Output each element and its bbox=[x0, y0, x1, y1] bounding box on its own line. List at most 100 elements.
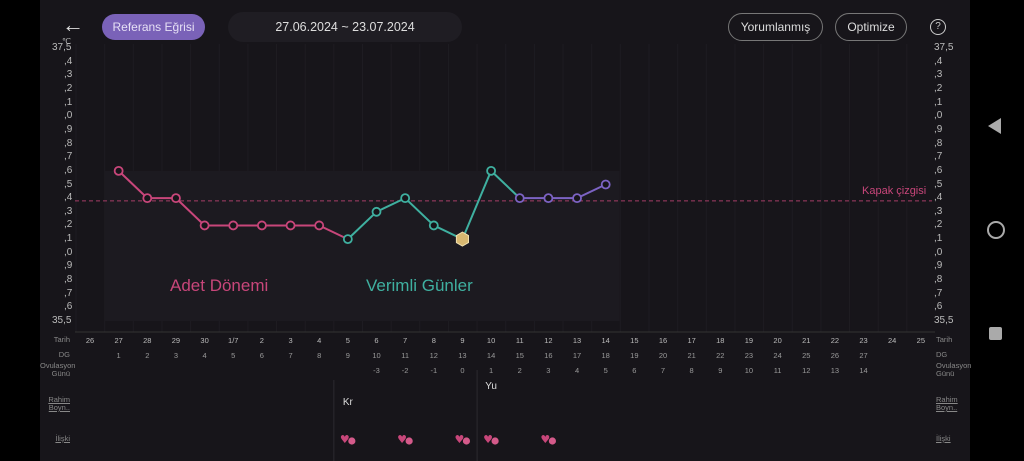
data-point bbox=[228, 220, 239, 231]
data-point bbox=[600, 179, 611, 190]
cycle-day-cell: 2 bbox=[145, 351, 150, 360]
y-tick-label-left: ,6 bbox=[64, 301, 73, 313]
cycle-day-cell: 20 bbox=[658, 351, 668, 360]
date-cell[interactable]: 6 bbox=[374, 336, 379, 345]
bbt-chart[interactable]: ℃ ♥ ♥ ♥ ♥ ♥ 37,5 37,5,4,4,3,3,2,2,1,1,0,0,9,9,8… bbox=[0, 0, 971, 461]
row-label-cycle_day: DG bbox=[58, 350, 70, 359]
date-cell[interactable]: 12 bbox=[544, 336, 553, 345]
date-cell[interactable]: 21 bbox=[802, 336, 811, 345]
y-tick-label-left: ,2 bbox=[64, 219, 73, 231]
y-tick-label-right: ,6 bbox=[934, 301, 943, 313]
hearts-icon: ♥ bbox=[454, 433, 464, 446]
date-cell[interactable]: 19 bbox=[744, 336, 754, 345]
date-cell[interactable]: 10 bbox=[486, 336, 496, 345]
date-cell[interactable]: 11 bbox=[515, 336, 524, 345]
cycle-day-cell: 27 bbox=[859, 351, 868, 360]
y-tick-label-right: ,1 bbox=[934, 233, 943, 245]
y-tick-label-right: ,9 bbox=[934, 260, 943, 272]
data-point bbox=[486, 165, 497, 176]
row-label-intercourse[interactable]: İlişki bbox=[55, 434, 70, 443]
date-cell[interactable]: 28 bbox=[143, 336, 152, 345]
y-tick-label-right: ,8 bbox=[934, 274, 943, 286]
nav-recents-icon[interactable] bbox=[989, 327, 1002, 340]
date-cell[interactable]: 4 bbox=[317, 336, 322, 345]
date-cell[interactable]: 18 bbox=[716, 336, 725, 345]
cycle-day-cell: 26 bbox=[830, 351, 840, 360]
y-tick-label-right: ,6 bbox=[934, 164, 943, 176]
y-tick-label-right: 35,5 bbox=[934, 315, 954, 326]
back-arrow-icon[interactable]: ← bbox=[62, 12, 84, 37]
y-tick-label-right: ,0 bbox=[934, 246, 943, 258]
ovulation-day-cell: 9 bbox=[718, 366, 723, 375]
ovulation-day-cell: 11 bbox=[773, 366, 782, 375]
data-point bbox=[371, 206, 382, 217]
date-cell[interactable]: 26 bbox=[85, 336, 95, 345]
cycle-day-cell: 11 bbox=[401, 351, 410, 360]
cycle-day-cell: 22 bbox=[716, 351, 725, 360]
date-cell[interactable]: 24 bbox=[888, 336, 897, 345]
date-cell[interactable]: 14 bbox=[601, 336, 610, 345]
help-icon[interactable]: ? bbox=[930, 19, 946, 35]
nav-back-icon[interactable] bbox=[988, 118, 1001, 134]
y-tick-label-left: ,6 bbox=[64, 164, 73, 176]
interpreted-button[interactable]: Yorumlanmış bbox=[728, 13, 823, 41]
ovulation-day-cell: 10 bbox=[744, 366, 754, 375]
ovulation-day-cell: -3 bbox=[373, 366, 380, 375]
date-cell[interactable]: 3 bbox=[288, 336, 293, 345]
nav-home-icon[interactable] bbox=[987, 221, 1005, 239]
date-cell[interactable]: 20 bbox=[773, 336, 782, 345]
date-cell[interactable]: 30 bbox=[200, 336, 209, 345]
y-tick-label-left: ,8 bbox=[64, 137, 73, 149]
date-cell[interactable]: 7 bbox=[403, 336, 408, 345]
y-tick-label-left: ,0 bbox=[64, 246, 73, 258]
cycle-day-cell: 15 bbox=[515, 351, 524, 360]
ovulation-day-cell: 14 bbox=[859, 366, 868, 375]
optimize-button[interactable]: Optimize bbox=[835, 13, 907, 41]
ovulation-day-cell: 4 bbox=[574, 366, 580, 375]
ovulation-marker bbox=[455, 231, 469, 247]
date-cell[interactable]: 25 bbox=[916, 336, 926, 345]
row-label-right-cervix[interactable]: Rahim Boyn.. bbox=[936, 395, 958, 412]
row-label-cervix[interactable]: Rahim Boyn.. bbox=[48, 395, 70, 412]
cycle-day-cell: 3 bbox=[173, 351, 179, 360]
date-cell[interactable]: 27 bbox=[114, 336, 123, 345]
coverline-label: Kapak çizgisi bbox=[862, 184, 927, 197]
date-cell[interactable]: 22 bbox=[830, 336, 840, 345]
cycle-day-cell: 9 bbox=[345, 351, 350, 360]
y-tick-label-left: ,9 bbox=[64, 123, 73, 135]
date-cell[interactable]: 1/7 bbox=[228, 336, 239, 345]
date-range-selector[interactable]: 27.06.2024 ~ 23.07.2024 bbox=[228, 12, 462, 42]
y-tick-label-left: 35,5 bbox=[52, 315, 72, 326]
date-cell[interactable]: 15 bbox=[630, 336, 639, 345]
date-cell[interactable]: 29 bbox=[171, 336, 181, 345]
date-cell[interactable]: 17 bbox=[687, 336, 696, 345]
y-tick-label-left: ,5 bbox=[64, 178, 73, 190]
data-point bbox=[314, 220, 325, 231]
date-cell[interactable]: 5 bbox=[345, 336, 350, 345]
data-point bbox=[171, 193, 181, 204]
date-cell[interactable]: 16 bbox=[658, 336, 668, 345]
data-point bbox=[285, 220, 296, 231]
date-cell[interactable]: 23 bbox=[859, 336, 868, 345]
hearts-icon-circle bbox=[405, 437, 413, 445]
ovulation-day-cell: 1 bbox=[489, 366, 494, 375]
hearts-icon: ♥ bbox=[340, 433, 350, 446]
y-tick-label-right: ,1 bbox=[934, 96, 943, 108]
data-point bbox=[256, 220, 267, 231]
date-cell[interactable]: 2 bbox=[259, 336, 264, 345]
data-point bbox=[113, 165, 124, 176]
cycle-day-cell: 17 bbox=[572, 351, 582, 360]
y-tick-label-right: ,4 bbox=[934, 55, 943, 67]
row-label-right-intercourse[interactable]: İlişki bbox=[936, 434, 951, 443]
cycle-day-cell: 23 bbox=[744, 351, 754, 360]
y-tick-label-right: 37,5 bbox=[934, 42, 954, 53]
cycle-day-cell: 12 bbox=[429, 351, 438, 360]
date-cell[interactable]: 13 bbox=[572, 336, 582, 345]
date-cell[interactable]: 9 bbox=[460, 336, 465, 345]
reference-curve-button[interactable]: Referans Eğrisi bbox=[102, 14, 205, 40]
ovulation-day-cell: 6 bbox=[632, 366, 637, 375]
date-cell[interactable]: 8 bbox=[431, 336, 436, 345]
y-tick-label-right: ,0 bbox=[934, 110, 943, 122]
y-tick-label-right: ,5 bbox=[934, 178, 943, 190]
data-point bbox=[142, 193, 153, 204]
